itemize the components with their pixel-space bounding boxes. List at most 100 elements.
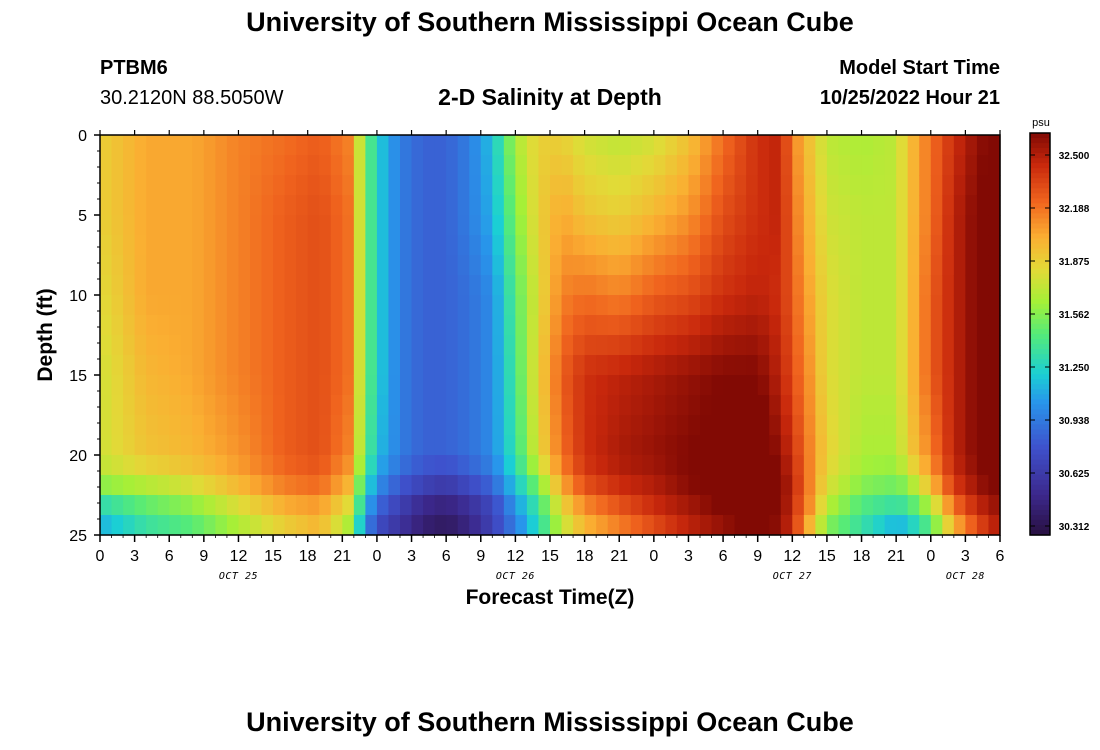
heatmap-cell [965, 475, 978, 496]
heatmap-cell [780, 135, 793, 156]
heatmap-cell [942, 395, 955, 416]
heatmap-cell [942, 295, 955, 316]
heatmap-cell [561, 415, 574, 436]
heatmap-cell [146, 235, 159, 256]
heatmap-cell [157, 475, 170, 496]
heatmap-cell [238, 335, 251, 356]
heatmap-cell [757, 235, 770, 256]
heatmap-cell [988, 455, 1001, 476]
heatmap-cell [884, 215, 897, 236]
heatmap-cell [307, 515, 320, 536]
heatmap-cell [411, 255, 424, 276]
heatmap-cell [365, 415, 378, 436]
heatmap-cell [826, 495, 840, 516]
heatmap-cell [873, 335, 886, 356]
heatmap-cell [180, 395, 193, 416]
heatmap-cell [203, 415, 216, 436]
heatmap-cell [942, 355, 955, 376]
heatmap-cell [953, 455, 966, 476]
colorbar-segment [1030, 248, 1050, 255]
heatmap-cell [607, 195, 620, 216]
heatmap-cell [873, 215, 886, 236]
heatmap-cell [711, 435, 724, 456]
heatmap-cell [850, 255, 863, 276]
heatmap-cell [965, 255, 978, 276]
heatmap-cell [619, 235, 632, 256]
heatmap-cell [457, 435, 470, 456]
heatmap-cell [919, 175, 932, 196]
heatmap-cell [203, 155, 216, 176]
heatmap-cell [353, 335, 366, 356]
heatmap-cell [238, 495, 251, 516]
heatmap-cell [400, 475, 413, 496]
heatmap-cell [723, 495, 736, 516]
heatmap-cell [134, 295, 147, 316]
heatmap-cell [619, 435, 632, 456]
heatmap-cell [561, 275, 574, 296]
heatmap-cell [434, 435, 447, 456]
heatmap-cell [919, 295, 932, 316]
heatmap-cell [607, 355, 620, 376]
heatmap-cell [134, 455, 147, 476]
heatmap-cell [850, 295, 863, 316]
heatmap-cell [342, 455, 355, 476]
heatmap-cell [434, 395, 447, 416]
heatmap-cell [330, 275, 343, 296]
heatmap-cell [642, 235, 655, 256]
heatmap-cell [480, 515, 493, 536]
heatmap-cell [607, 135, 620, 156]
heatmap-cell [988, 215, 1001, 236]
heatmap-cell [480, 255, 493, 276]
heatmap-cell [469, 475, 482, 496]
heatmap-cell [850, 135, 863, 156]
heatmap-cell [469, 235, 482, 256]
heatmap-cell [503, 415, 516, 436]
heatmap-cell [319, 435, 332, 456]
heatmap-cell [873, 255, 886, 276]
heatmap-cell [388, 255, 401, 276]
heatmap-cell [919, 215, 932, 236]
heatmap-cell [838, 295, 851, 316]
heatmap-cell [353, 315, 366, 336]
heatmap-cell [169, 375, 182, 396]
heatmap-cell [942, 215, 955, 236]
x-tick-label: 12 [506, 548, 524, 565]
heatmap-cell [480, 155, 493, 176]
heatmap-cell [503, 215, 516, 236]
heatmap-cell [734, 495, 747, 516]
heatmap-cell [953, 215, 966, 236]
heatmap-cell [423, 215, 436, 236]
y-tick-label: 20 [69, 448, 87, 465]
heatmap-cell [423, 355, 436, 376]
heatmap-cell [342, 515, 355, 536]
heatmap-cell [850, 495, 863, 516]
heatmap-cell [596, 415, 609, 436]
heatmap-cell [261, 395, 274, 416]
heatmap-cell [469, 515, 482, 536]
colorbar-segment [1030, 258, 1050, 265]
heatmap-cell [261, 475, 274, 496]
heatmap-cell [400, 235, 413, 256]
colorbar-segment [1030, 253, 1050, 260]
heatmap-cell [100, 235, 113, 256]
colorbar-segment [1030, 399, 1050, 405]
heatmap-cell [838, 355, 851, 376]
heatmap-cell [596, 135, 609, 156]
colorbar-tick-label: 32.500 [1059, 151, 1090, 162]
heatmap-cell [584, 295, 597, 316]
x-tick-label: 9 [476, 548, 485, 565]
heatmap-cell [665, 295, 678, 316]
heatmap-cell [630, 375, 643, 396]
heatmap-cell [861, 455, 874, 476]
heatmap-cell [330, 315, 343, 336]
heatmap-cell [884, 435, 897, 456]
heatmap-cell [815, 135, 828, 156]
colorbar-segment [1030, 298, 1050, 305]
heatmap-cell [226, 475, 240, 496]
heatmap-cell [642, 375, 655, 396]
heatmap-cell [942, 455, 955, 476]
heatmap-cell [942, 475, 955, 496]
heatmap-cell [861, 415, 874, 436]
heatmap-cell [134, 275, 147, 296]
